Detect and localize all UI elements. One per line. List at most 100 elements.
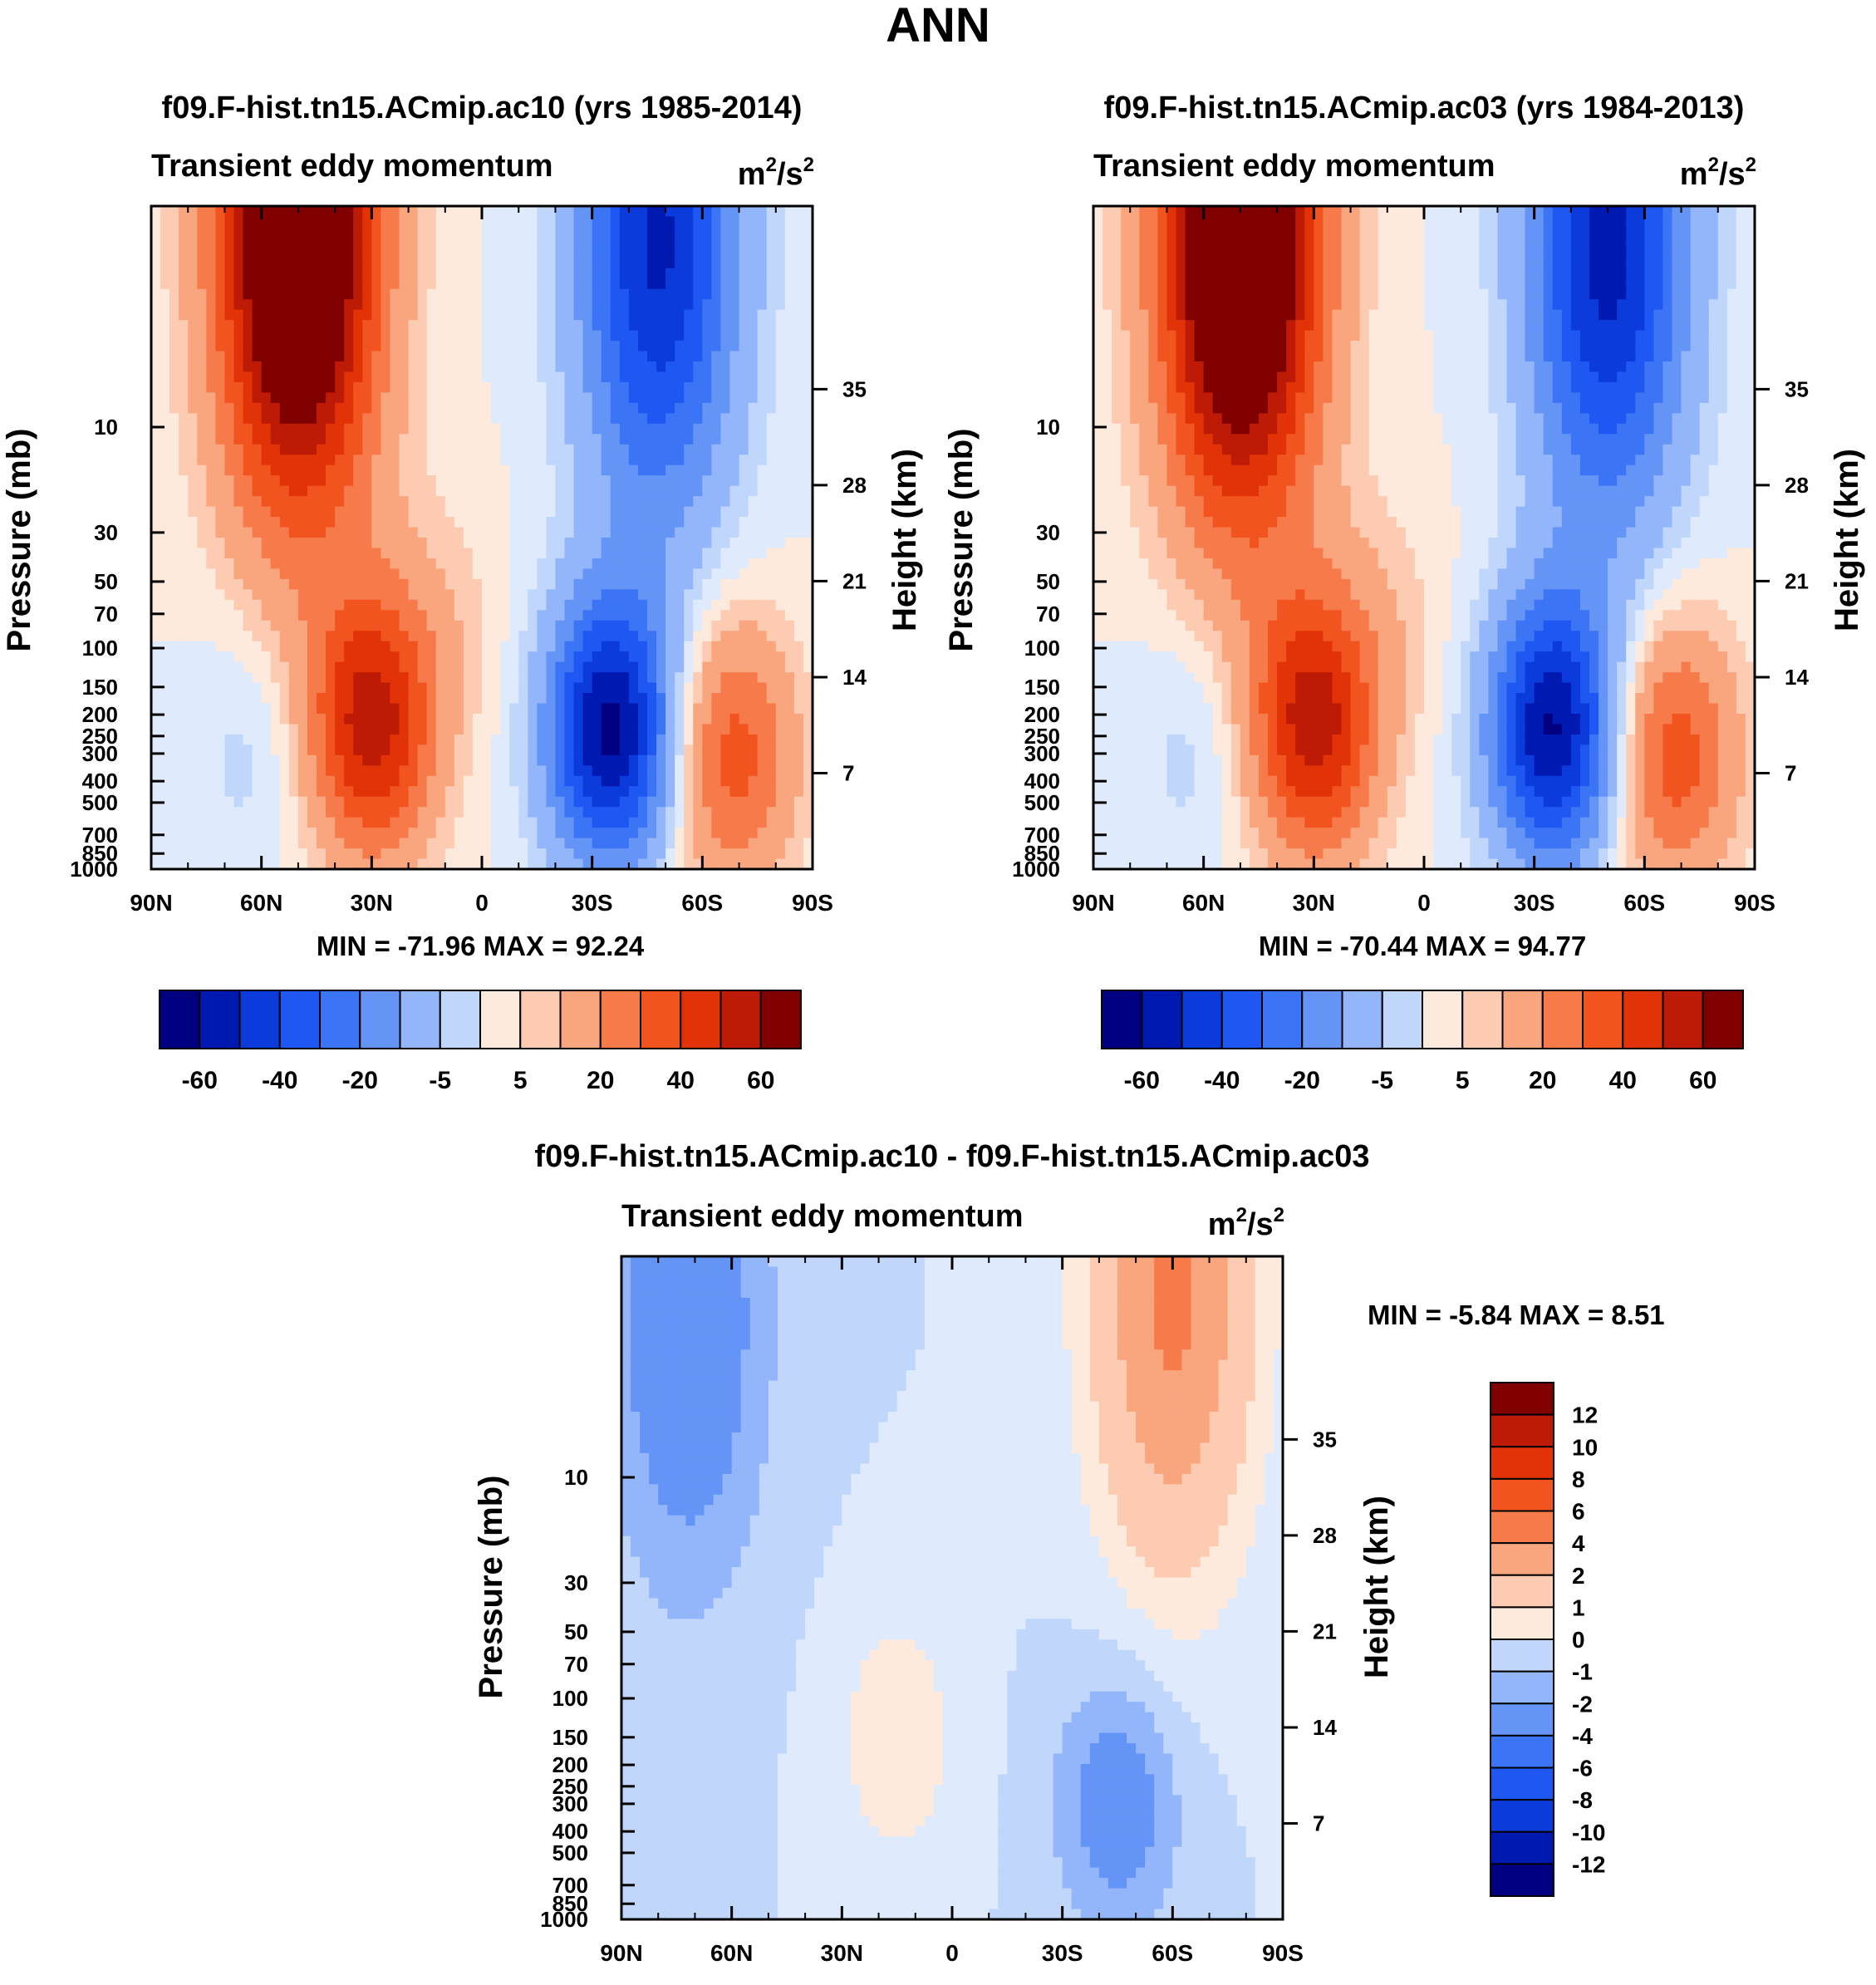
contour-cell	[188, 216, 198, 227]
contour-cell	[647, 465, 657, 476]
contour-cell	[436, 776, 446, 787]
contour-cell	[206, 434, 216, 445]
contour-cell	[500, 341, 510, 351]
contour-cell	[638, 517, 648, 528]
contour-cell	[353, 538, 363, 548]
contour-cell	[298, 568, 308, 579]
contour-cell	[528, 755, 538, 766]
contour-cell	[518, 548, 528, 558]
contour-cell	[711, 568, 721, 579]
contour-cell	[602, 828, 611, 838]
contour-cell	[785, 227, 795, 238]
contour-cell	[565, 434, 575, 445]
contour-cell	[262, 538, 272, 548]
contour-cell	[620, 631, 630, 641]
contour-cell	[400, 434, 410, 445]
contour-cell	[720, 683, 730, 694]
contour-cell	[647, 568, 657, 579]
contour-cell	[509, 299, 519, 310]
contour-cell	[546, 579, 556, 590]
contour-cell	[1139, 237, 1149, 248]
contour-cell	[528, 507, 538, 518]
contour-cell	[409, 475, 419, 486]
contour-cell	[711, 331, 721, 341]
contour-cell	[1157, 216, 1167, 227]
contour-cell	[289, 776, 299, 787]
contour-cell	[739, 486, 749, 497]
contour-cell	[234, 289, 244, 300]
contour-cell	[629, 641, 639, 652]
contour-cell	[271, 568, 281, 579]
contour-cell	[243, 558, 253, 569]
contour-cell	[482, 454, 492, 465]
contour-cell	[1488, 227, 1498, 238]
contour-cell	[785, 807, 795, 818]
contour-cell	[215, 299, 225, 310]
contour-cell	[693, 610, 703, 621]
contour-cell	[243, 621, 253, 631]
contour-cell	[381, 237, 390, 248]
contour-cell	[326, 248, 336, 258]
contour-cell	[684, 600, 694, 611]
contour-cell	[473, 434, 483, 445]
contour-cell	[280, 351, 290, 362]
contour-cell	[317, 465, 327, 476]
contour-cell	[326, 807, 336, 818]
contour-cell	[518, 528, 528, 538]
contour-cell	[1599, 216, 1608, 227]
contour-cell	[602, 704, 611, 715]
contour-cell	[344, 310, 354, 321]
contour-cell	[262, 486, 272, 497]
contour-cell	[409, 548, 419, 558]
contour-cell	[702, 351, 712, 362]
contour-cell	[785, 310, 795, 321]
contour-cell	[665, 838, 675, 849]
contour-cell	[206, 724, 216, 735]
contour-cell	[720, 289, 730, 300]
contour-cell	[409, 744, 419, 755]
contour-cell	[344, 631, 354, 641]
contour-cell	[371, 693, 381, 704]
contour-cell	[179, 248, 189, 258]
contour-cell	[711, 445, 721, 455]
contour-cell	[344, 507, 354, 518]
contour-cell	[758, 331, 768, 341]
contour-cell	[317, 310, 327, 321]
contour-cell	[602, 672, 611, 683]
contour-cell	[271, 610, 281, 621]
contour-cell	[711, 310, 721, 321]
contour-cell	[702, 248, 712, 258]
contour-cell	[326, 797, 336, 808]
contour-cell	[400, 735, 410, 745]
contour-cell	[518, 714, 528, 725]
colorbar-cell	[761, 990, 801, 1049]
contour-cell	[1406, 206, 1416, 217]
contour-cell	[335, 445, 345, 455]
contour-cell	[298, 693, 308, 704]
contour-cell	[611, 744, 621, 755]
contour-cell	[151, 765, 161, 776]
contour-cell	[169, 828, 179, 838]
contour-cell	[473, 227, 483, 238]
contour-cell	[188, 672, 198, 683]
contour-cell	[1295, 227, 1305, 238]
contour-cell	[253, 621, 263, 631]
contour-cell	[509, 496, 519, 507]
contour-cell	[767, 641, 777, 652]
contour-cell	[602, 735, 611, 745]
contour-cell	[353, 651, 363, 662]
contour-cell	[436, 683, 446, 694]
contour-cell	[583, 320, 593, 331]
contour-cell	[197, 662, 207, 673]
contour-cell	[289, 755, 299, 766]
contour-cell	[629, 683, 639, 694]
contour-cell	[390, 289, 400, 300]
contour-cell	[720, 361, 730, 372]
contour-cell	[794, 227, 804, 238]
contour-cell	[271, 838, 281, 849]
contour-cell	[592, 724, 602, 735]
contour-cell	[684, 641, 694, 652]
contour-cell	[592, 528, 602, 538]
contour-cell	[326, 372, 336, 383]
contour-cell	[473, 361, 483, 372]
